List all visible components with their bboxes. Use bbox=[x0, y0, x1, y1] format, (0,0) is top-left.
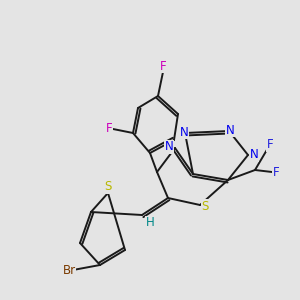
Text: S: S bbox=[104, 181, 112, 194]
Text: N: N bbox=[180, 125, 188, 139]
Text: F: F bbox=[273, 166, 279, 178]
Text: Br: Br bbox=[62, 263, 76, 277]
Text: F: F bbox=[106, 122, 112, 136]
Text: N: N bbox=[250, 148, 258, 161]
Text: S: S bbox=[201, 200, 209, 212]
Text: H: H bbox=[146, 217, 154, 230]
Text: F: F bbox=[160, 59, 166, 73]
Text: N: N bbox=[165, 140, 173, 154]
Text: F: F bbox=[267, 139, 273, 152]
Text: N: N bbox=[226, 124, 234, 136]
